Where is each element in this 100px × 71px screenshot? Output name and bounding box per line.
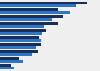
Bar: [0, 46, 36, 49]
Bar: [0, 18, 52, 21]
Bar: [0, 32, 42, 35]
Bar: [0, 25, 44, 28]
Bar: [0, 53, 32, 56]
Bar: [0, 9, 58, 11]
Bar: [0, 36, 39, 39]
Bar: [0, 15, 63, 18]
Bar: [0, 67, 14, 69]
Bar: [0, 64, 11, 67]
Bar: [0, 22, 58, 25]
Bar: [0, 60, 23, 62]
Bar: [0, 57, 19, 60]
Bar: [0, 39, 41, 42]
Bar: [0, 50, 38, 53]
Bar: [0, 43, 41, 46]
Bar: [0, 2, 87, 4]
Bar: [0, 29, 46, 32]
Bar: [0, 4, 76, 7]
Bar: [0, 11, 70, 14]
